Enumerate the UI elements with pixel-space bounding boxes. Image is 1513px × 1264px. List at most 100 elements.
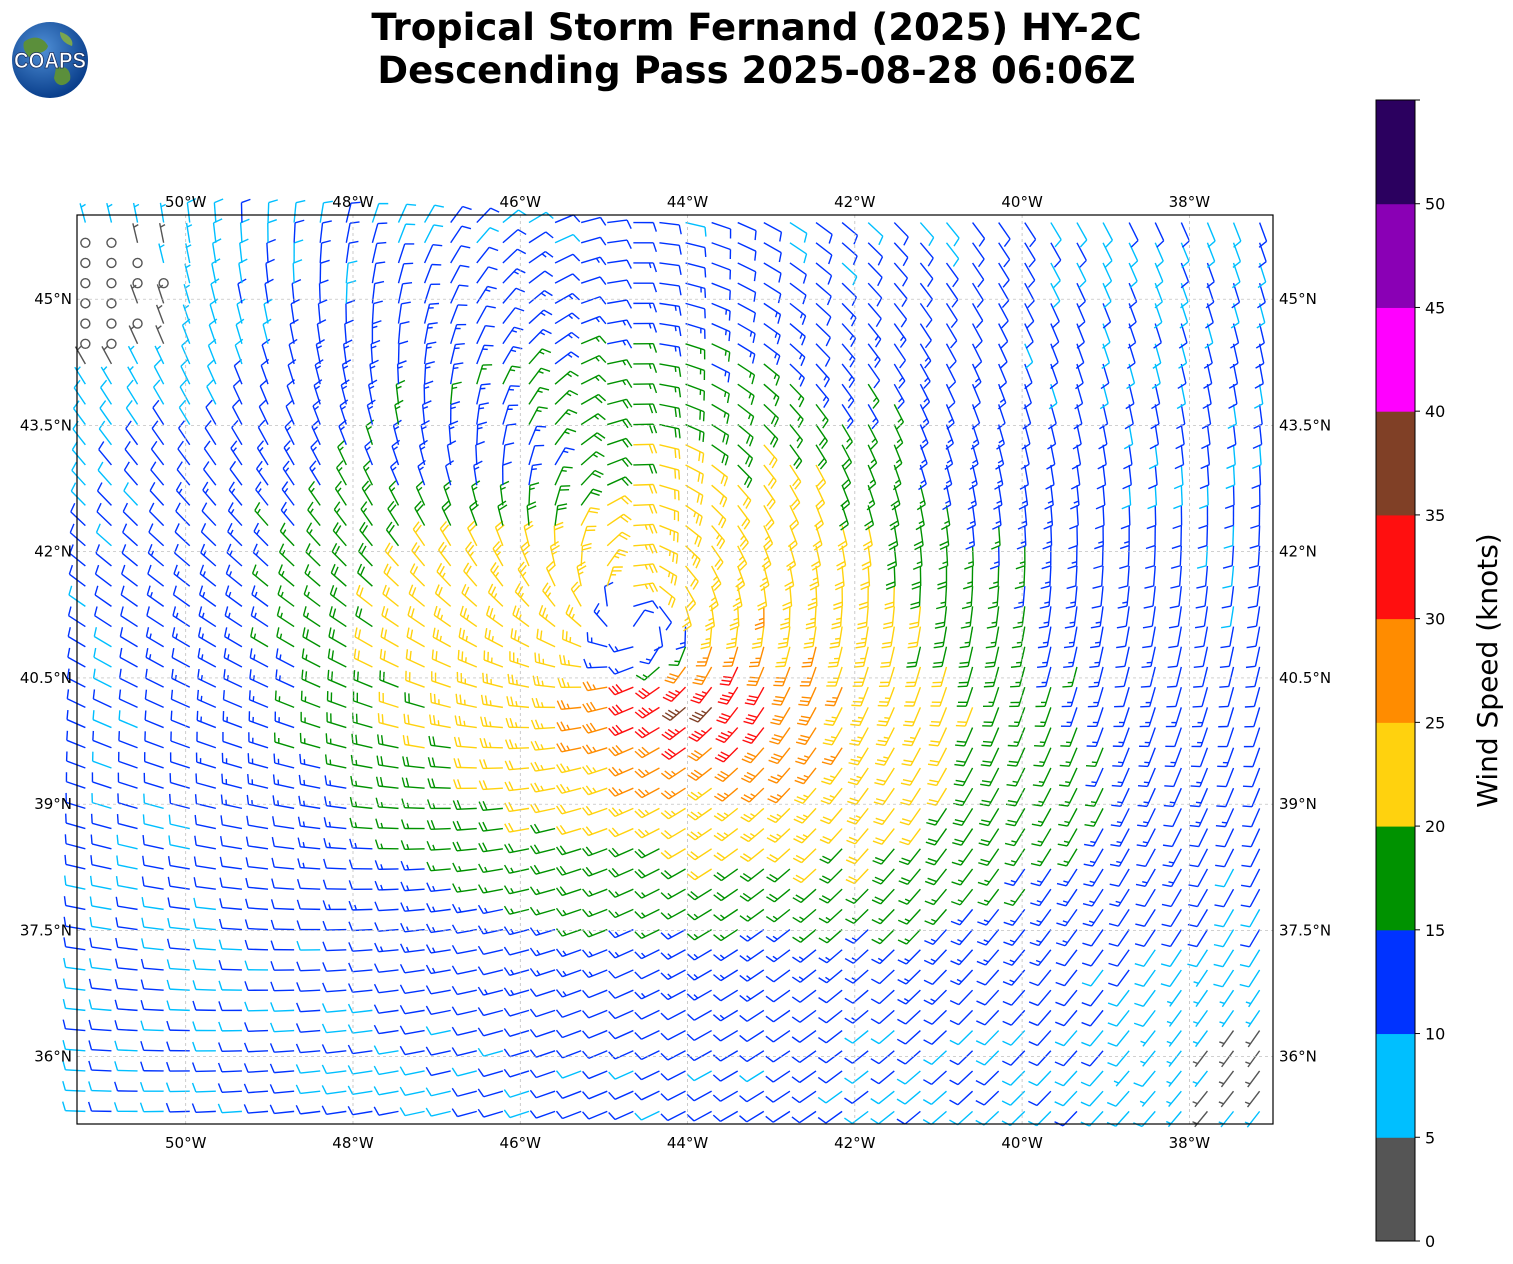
wind-barb bbox=[405, 670, 425, 688]
wind-barb bbox=[763, 403, 779, 428]
wind-barb bbox=[582, 989, 608, 999]
wind-barb bbox=[826, 666, 843, 687]
wind-barb bbox=[425, 964, 451, 975]
wind-barb bbox=[977, 908, 1000, 926]
wind-barb bbox=[504, 822, 530, 833]
wind-barb bbox=[439, 520, 452, 547]
wind-barb bbox=[845, 868, 869, 885]
wind-barb bbox=[1035, 686, 1052, 708]
wind-barb bbox=[90, 834, 112, 850]
wind-barb bbox=[220, 794, 243, 810]
wind-barb bbox=[815, 424, 828, 450]
wind-barb bbox=[661, 747, 686, 760]
wind-barb bbox=[763, 343, 781, 366]
wind-barb bbox=[301, 648, 321, 668]
wind-barb bbox=[178, 420, 191, 446]
wind-barb bbox=[141, 876, 164, 890]
wind-barb bbox=[893, 363, 906, 389]
wind-barb bbox=[1080, 1070, 1104, 1087]
wind-barb bbox=[275, 669, 295, 688]
wind-barb bbox=[737, 504, 751, 530]
wind-barb bbox=[208, 318, 218, 345]
wind-barb bbox=[580, 451, 605, 466]
lat-label-left: 39°N bbox=[34, 795, 72, 813]
wind-barb bbox=[118, 710, 138, 729]
wind-barb bbox=[1196, 545, 1209, 569]
wind-barb bbox=[1220, 626, 1235, 649]
wind-barb bbox=[193, 877, 216, 890]
wind-barb bbox=[1046, 444, 1056, 470]
wind-barb bbox=[252, 543, 269, 567]
wind-barb bbox=[530, 740, 556, 751]
wind-barb bbox=[185, 222, 193, 243]
wind-barb bbox=[323, 817, 347, 830]
wind-barb bbox=[300, 711, 321, 729]
wind-barb bbox=[580, 542, 592, 567]
wind-barb bbox=[509, 651, 530, 668]
wind-barb bbox=[867, 383, 880, 409]
wind-barb bbox=[347, 983, 373, 993]
wind-barb bbox=[520, 540, 531, 567]
wind-barb bbox=[712, 1090, 739, 1102]
wind-barb bbox=[919, 424, 929, 450]
wind-barb bbox=[570, 581, 582, 607]
wind-barb bbox=[403, 713, 425, 729]
wind-barb bbox=[114, 1040, 138, 1052]
wind-barb bbox=[844, 1050, 869, 1064]
wind-barb bbox=[1245, 989, 1261, 1008]
wind-barb bbox=[555, 1070, 582, 1079]
wind-barb bbox=[401, 777, 425, 789]
wind-barb bbox=[1154, 262, 1164, 289]
wind-barb bbox=[1018, 485, 1029, 510]
wind-barb bbox=[554, 214, 581, 224]
wind-barb bbox=[1214, 909, 1235, 928]
colorbar-bin bbox=[1376, 826, 1415, 931]
wind-barb bbox=[298, 795, 321, 810]
wind-barb bbox=[633, 463, 658, 474]
wind-barb bbox=[927, 767, 948, 787]
wind-barb bbox=[335, 460, 347, 486]
wind-barb bbox=[789, 444, 803, 470]
wind-barb bbox=[139, 1081, 164, 1092]
wind-barb bbox=[1001, 1070, 1026, 1086]
wind-barb bbox=[193, 856, 216, 870]
wind-barb bbox=[634, 1090, 660, 1101]
wind-barb bbox=[606, 566, 623, 587]
wind-barb bbox=[1215, 808, 1235, 828]
wind-barb bbox=[1250, 505, 1261, 529]
wind-barb bbox=[1218, 1090, 1235, 1108]
wind-barb bbox=[296, 899, 321, 911]
wind-barb bbox=[554, 253, 581, 264]
wind-barb bbox=[193, 897, 216, 911]
wind-barb bbox=[582, 928, 608, 938]
wind-barb bbox=[530, 719, 556, 730]
wind-barb bbox=[425, 1066, 451, 1077]
wind-barb bbox=[1160, 949, 1182, 968]
wind-barb bbox=[221, 752, 243, 769]
wind-barb bbox=[425, 1087, 451, 1097]
wind-barb bbox=[503, 1048, 530, 1058]
wind-barb bbox=[976, 1009, 1000, 1026]
wind-barb bbox=[844, 989, 869, 1004]
wind-barb bbox=[798, 686, 817, 707]
wind-barb bbox=[867, 262, 883, 287]
wind-barb bbox=[269, 1104, 295, 1115]
wind-barb bbox=[1010, 666, 1026, 688]
colorbar-bin bbox=[1376, 1033, 1415, 1138]
wind-barb bbox=[323, 858, 347, 870]
wind-barb bbox=[841, 383, 855, 409]
wind-barb bbox=[1123, 444, 1133, 470]
wind-barb bbox=[1241, 828, 1261, 848]
wind-barb bbox=[949, 1050, 974, 1066]
wind-barb bbox=[205, 399, 217, 425]
wind-barb bbox=[270, 960, 295, 971]
wind-barb bbox=[877, 686, 895, 707]
wind-barb bbox=[1002, 969, 1026, 986]
wind-barb bbox=[766, 888, 791, 903]
wind-barb bbox=[763, 302, 782, 324]
wind-barb bbox=[881, 626, 895, 649]
wind-barb bbox=[735, 565, 746, 592]
wind-barb bbox=[192, 980, 216, 991]
wind-barb bbox=[158, 243, 165, 264]
wind-barb bbox=[1166, 1030, 1182, 1047]
